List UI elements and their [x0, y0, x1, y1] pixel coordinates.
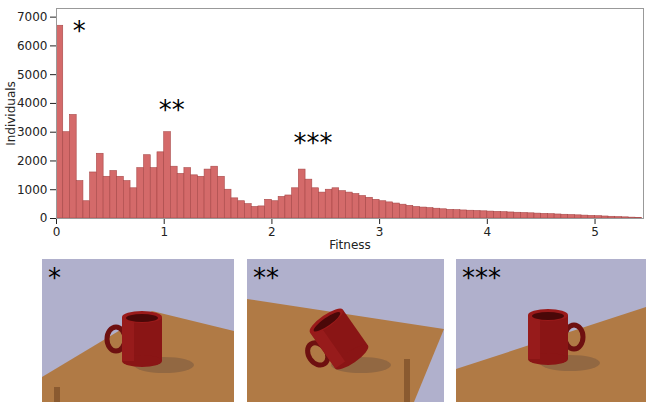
svg-text:2000: 2000	[17, 154, 48, 168]
svg-text:***: ***	[293, 128, 332, 158]
svg-text:1000: 1000	[17, 183, 48, 197]
svg-text:**: **	[253, 263, 279, 293]
svg-text:5000: 5000	[17, 68, 48, 82]
svg-text:Fitness: Fitness	[329, 238, 371, 251]
svg-text:**: **	[159, 95, 185, 125]
svg-text:***: ***	[462, 263, 501, 293]
svg-text:*: *	[73, 16, 86, 46]
svg-text:5: 5	[591, 225, 599, 239]
svg-text:Individuals: Individuals	[4, 81, 18, 146]
svg-text:7000: 7000	[17, 10, 48, 24]
svg-text:0: 0	[40, 211, 48, 225]
svg-text:4: 4	[484, 225, 492, 239]
svg-text:6000: 6000	[17, 39, 48, 53]
svg-text:0: 0	[53, 225, 61, 239]
svg-text:3: 3	[376, 225, 384, 239]
svg-text:3000: 3000	[17, 125, 48, 139]
svg-text:4000: 4000	[17, 96, 48, 110]
svg-text:2: 2	[268, 225, 276, 239]
svg-text:*: *	[48, 263, 61, 293]
svg-text:1: 1	[160, 225, 168, 239]
